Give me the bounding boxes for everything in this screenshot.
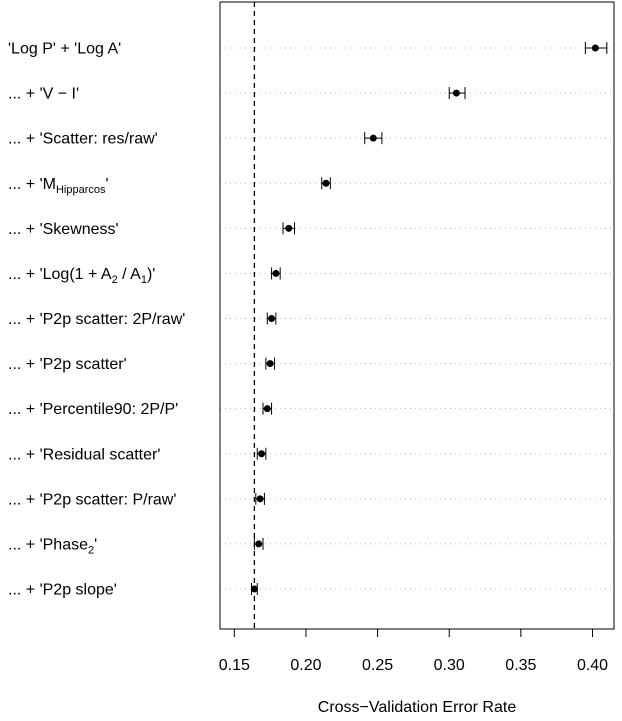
row-label: ... + 'MHipparcos' <box>8 176 109 196</box>
data-point <box>258 450 265 457</box>
row-label: ... + 'Log(1 + A2 / A1)' <box>8 266 155 286</box>
data-point <box>267 360 274 367</box>
row-label: ... + 'Skewness' <box>8 221 119 238</box>
row-label: ... + 'P2p scatter: 2P/raw' <box>8 311 185 328</box>
row-label-subscript: Hipparcos <box>56 184 106 196</box>
row-label: ... + 'Phase2' <box>8 536 97 556</box>
plot-frame <box>220 2 614 629</box>
data-point <box>255 540 262 547</box>
data-point <box>257 495 264 502</box>
row-label-part: )' <box>147 266 155 283</box>
data-point <box>285 225 292 232</box>
data-point <box>370 135 377 142</box>
row-label-part: ... + <box>8 582 40 599</box>
x-tick-label: 0.30 <box>434 657 465 674</box>
row-label-part: ... + <box>8 356 40 373</box>
data-point <box>453 90 460 97</box>
x-tick-label: 0.25 <box>362 657 393 674</box>
row-label-part: 'Log P' + 'Log A' <box>8 41 121 58</box>
row-label: ... + 'P2p scatter: P/raw' <box>8 491 176 508</box>
row-label-part: ' <box>106 176 109 193</box>
row-label-part: / A <box>118 266 141 283</box>
row-label-part: 'P2p scatter: 2P/raw' <box>40 311 186 328</box>
row-label-part: ' <box>94 536 97 553</box>
row-label-part: ... + <box>8 176 40 193</box>
row-label-part: ... + <box>8 446 40 463</box>
row-label-part: 'Skewness' <box>40 221 119 238</box>
row-label-part: 'V − I' <box>40 86 79 103</box>
row-label-part: 'M <box>40 176 56 193</box>
row-label: ... + 'Residual scatter' <box>8 446 160 463</box>
row-label-part: ... + <box>8 401 40 418</box>
data-point <box>592 45 599 52</box>
data-point <box>272 270 279 277</box>
row-label: ... + 'P2p slope' <box>8 582 117 599</box>
row-label-part: 'Percentile90: 2P/P' <box>40 401 179 418</box>
data-point <box>268 315 275 322</box>
row-label: ... + 'Scatter: res/raw' <box>8 131 158 148</box>
row-label-part: 'P2p slope' <box>40 582 117 599</box>
row-label-part: 'Residual scatter' <box>40 446 161 463</box>
row-label-part: 'Phase <box>40 536 89 553</box>
row-label-part: 'Log(1 + A <box>40 266 112 283</box>
row-label-part: ... + <box>8 131 40 148</box>
row-label-part: ... + <box>8 536 40 553</box>
data-point <box>264 405 271 412</box>
row-label-part: 'P2p scatter' <box>40 356 127 373</box>
row-label: 'Log P' + 'Log A' <box>8 41 121 58</box>
row-label-part: ... + <box>8 221 40 238</box>
row-label-part: 'P2p scatter: P/raw' <box>40 491 177 508</box>
row-label-part: 'Scatter: res/raw' <box>40 131 158 148</box>
row-label-part: ... + <box>8 86 40 103</box>
row-label-part: ... + <box>8 491 40 508</box>
x-tick-label: 0.15 <box>219 657 250 674</box>
row-label-part: ... + <box>8 311 40 328</box>
data-point <box>251 586 258 593</box>
row-label: ... + 'V − I' <box>8 86 79 103</box>
row-label: ... + 'P2p scatter' <box>8 356 127 373</box>
x-tick-label: 0.35 <box>505 657 536 674</box>
row-label-part: ... + <box>8 266 40 283</box>
x-axis-title: Cross−Validation Error Rate <box>318 699 517 716</box>
x-tick-label: 0.40 <box>577 657 608 674</box>
row-label: ... + 'Percentile90: 2P/P' <box>8 401 178 418</box>
x-tick-label: 0.20 <box>290 657 321 674</box>
data-point <box>323 180 330 187</box>
